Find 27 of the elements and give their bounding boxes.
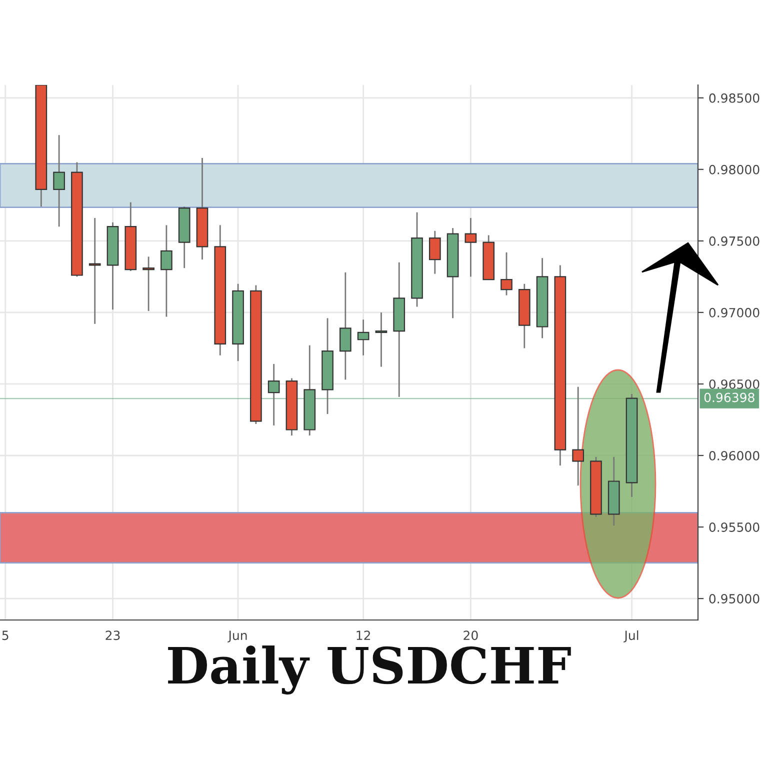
- candlestick: [53, 134, 65, 228]
- candlestick: [160, 224, 172, 318]
- candlestick: [500, 252, 512, 296]
- candlestick: [464, 217, 477, 278]
- candlestick: [357, 318, 370, 356]
- y-tick-label: 0.98000: [709, 164, 760, 174]
- candlestick: [142, 256, 154, 312]
- y-tick-label: 0.97500: [709, 236, 760, 246]
- y-tick-label: 0.95500: [709, 522, 760, 532]
- candlestick: [268, 363, 280, 426]
- candlestick: [88, 217, 101, 325]
- x-tick-label: 20: [464, 630, 478, 640]
- y-tick-label: 0.95000: [709, 594, 760, 604]
- y-tick-label: 0.97000: [709, 308, 760, 318]
- x-tick-label: Jun: [228, 630, 247, 642]
- ref-line-label: 0.96398: [704, 392, 754, 402]
- candlestick: [339, 272, 352, 380]
- x-tick-label: 23: [106, 630, 120, 640]
- candlestick: [428, 230, 441, 275]
- x-tick-label: Jul: [624, 630, 638, 642]
- y-tick-label: 0.96000: [709, 450, 760, 460]
- x-tick-label: 12: [356, 630, 370, 640]
- candlestick: [375, 312, 388, 368]
- text: Daily USDCHF: [168, 645, 571, 695]
- y-tick-label: 0.96500: [709, 379, 760, 389]
- y-tick-label: 0.98500: [709, 93, 760, 103]
- x-tick-label: 5: [2, 630, 8, 640]
